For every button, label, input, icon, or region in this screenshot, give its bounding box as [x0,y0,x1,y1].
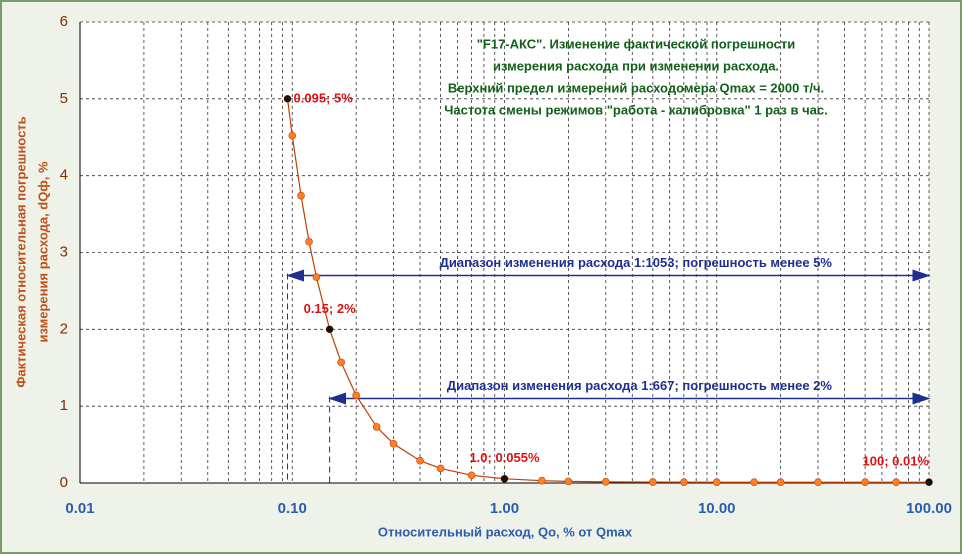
y-tick-label: 0 [60,474,68,491]
chart-title: Частота смены режимов "работа - калибров… [444,102,827,117]
range-label: Диапазон изменения расхода 1:667; погреш… [447,378,833,393]
point [297,191,305,200]
point [337,358,345,367]
x-tick-label: 100.00 [906,500,952,517]
point [389,440,398,448]
range-label: Диапазон изменения расхода 1:1053; погре… [440,255,833,270]
point [312,273,321,281]
chart-title: измерения расхода при изменении расхода. [493,58,779,73]
point [649,478,657,486]
x-tick-label: 0.10 [278,500,307,517]
point [892,478,900,487]
labeled-point [925,478,933,486]
point [814,478,822,487]
point [352,391,360,400]
x-tick-label: 0.01 [65,500,94,517]
y-tick-label: 2 [60,320,68,337]
point [436,464,445,473]
point [750,478,758,487]
y-tick-label: 6 [60,13,68,30]
point-label: 0.095; 5% [294,90,354,105]
point [776,478,785,487]
y-tick-label: 3 [60,243,68,260]
labeled-point [326,325,334,333]
y-tick-label: 5 [60,90,68,107]
point [564,477,573,486]
y-axis-label: Фактическая относительная погрешность [13,116,28,387]
point-label: 0.15; 2% [304,301,356,316]
chart-title: "F17-АКС". Изменение фактической погрешн… [477,36,796,51]
labeled-point [501,475,508,483]
point [372,423,381,431]
x-axis-label: Относительный расход, Qo, % от Qmax [378,524,633,539]
labeled-point [284,95,292,103]
point [680,478,688,486]
y-axis-label: измерения расхода, dQф, % [35,161,50,342]
point [538,476,546,485]
x-tick-label: 10.00 [698,500,736,517]
point [601,478,610,486]
y-tick-label: 4 [60,167,68,184]
point [712,478,721,487]
x-tick-label: 1.00 [490,500,519,517]
point [467,471,476,480]
y-tick-label: 1 [60,397,68,414]
line [286,98,929,483]
point-label: 1.0; 0.055% [469,450,540,465]
point [288,131,297,140]
point-label: 100; 0.01% [863,454,930,469]
point [305,237,313,246]
chart-title: Верхний предел измерений расходомера Qma… [448,80,824,95]
point [416,456,424,465]
point [861,478,869,487]
